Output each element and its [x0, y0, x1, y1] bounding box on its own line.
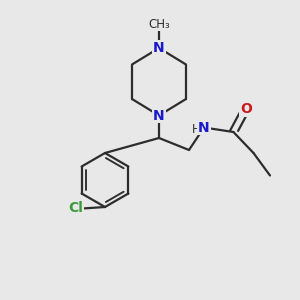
Text: Cl: Cl [68, 202, 83, 215]
Text: N: N [153, 41, 165, 55]
Text: H: H [192, 123, 201, 136]
Text: CH₃: CH₃ [148, 17, 170, 31]
Text: N: N [198, 121, 210, 134]
Text: N: N [153, 109, 165, 122]
Text: O: O [240, 102, 252, 116]
